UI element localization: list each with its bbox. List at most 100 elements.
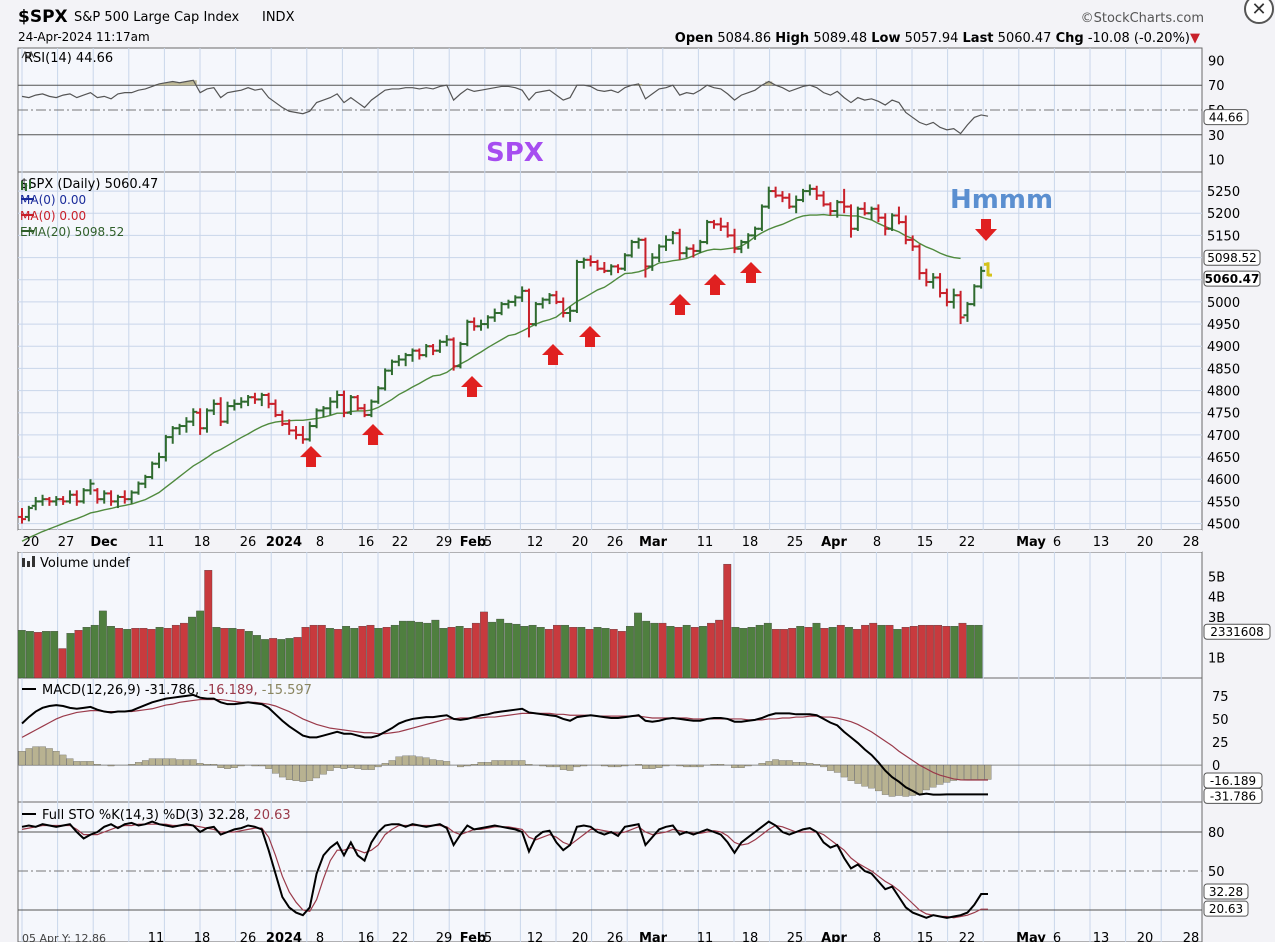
volume-bar [942,626,951,679]
date-label-top: 16 [358,535,375,550]
volume-bar [544,629,553,679]
date-label-top: 25 [787,535,804,550]
macd-histogram-bar [922,764,930,791]
right-axes: 907050301044.665250520051505100505050004… [21,50,1271,919]
macd-histogram-bar [964,764,971,780]
volume-bar [820,628,829,679]
volume-bar [901,627,910,679]
volume-bar [836,624,845,679]
panel-sto-frame [17,801,1203,942]
date-label-bottom: 26 [607,931,624,942]
date-label-top: Apr [821,535,847,550]
volume-bar [107,626,115,679]
price-panel [18,184,1202,542]
date-label-top: 20 [1137,535,1154,550]
volume-bar [885,624,894,679]
chg-value: -10.08 (-0.20%) [1088,31,1190,46]
volume-bar [958,622,967,679]
volume-bar [455,626,464,679]
macd-histogram-bar [484,762,492,766]
macd-histogram-bar [929,764,937,788]
price-legend-line1: $SPX (Daily) 5060.47 [20,177,158,192]
volume-bar [415,621,424,679]
macd-histogram-bar [361,764,368,770]
macd-histogram-bar [148,758,156,766]
volume-chart-icon [22,558,25,567]
date-label-top: May [1016,535,1046,550]
volume-bar [82,627,91,679]
volume-bar [447,627,456,679]
close-icon[interactable]: ✕ [1244,0,1274,24]
ohlc-summary: Open 5084.86 High 5089.48 Low 5057.94 La… [675,31,1200,46]
macd-histogram-bar [970,764,978,780]
volume-bar [593,627,602,679]
macd-histogram-bar [785,760,793,766]
sto-d-value-label: 20.63 [1209,902,1243,916]
volume-bar [520,626,529,679]
volume-bar [634,612,642,679]
date-label-top: 15 [917,535,934,550]
open-label: Open [675,31,713,46]
volume-bar [553,624,561,679]
volume-bar [950,626,959,679]
rsi-tick: 30 [1208,129,1225,144]
macd-histogram-bar [710,764,718,766]
macd-histogram-bar [600,764,608,767]
volume-bar [115,628,123,679]
macd-histogram-bar [635,764,642,766]
macd-histogram-bar [333,764,341,768]
macd-histogram-bar [278,764,286,778]
macd-histogram-bar [683,764,690,768]
macd-histogram-bar [477,762,485,766]
macd-tick: 0 [1212,759,1220,774]
date-label-bottom: Apr [821,931,847,942]
exchange-label: INDX [262,10,295,25]
volume-bar [350,628,359,679]
macd-legend: MACD(12,26,9) -31.786, -16.189, -15.597 [42,683,312,698]
volume-bar [66,633,75,679]
volume-bar [763,622,772,679]
macd-histogram-bar [648,764,656,769]
macd-histogram-bar [292,764,300,781]
volume-bar [463,628,472,679]
price-tick: 5200 [1207,207,1240,222]
macd-histogram-bar [525,764,533,766]
chg-down-arrow-icon: ▼ [1190,31,1200,46]
volume-panel [17,556,983,679]
macd-histogram-bar [457,764,464,768]
macd-histogram-bar [52,751,60,766]
volume-bar [674,627,683,679]
down-arrow-icon [975,219,997,241]
macd-histogram-bar [422,757,430,766]
macd-histogram-bar [224,764,231,769]
date-label-bottom: May [1016,931,1046,942]
macd-histogram-bar [950,764,958,781]
date-label-bottom: 8 [873,931,881,942]
macd-histogram-bar [505,760,512,766]
date-label-top: 26 [607,535,624,550]
macd-histogram-bar [984,764,992,780]
volume-bar [50,631,59,679]
macd-histogram-bar [203,764,211,766]
date-label-bottom: 13 [1093,931,1110,942]
volume-bar [804,627,813,679]
macd-histogram-bar [868,764,875,789]
volume-bar [439,628,448,679]
date-label-bottom: 8 [316,931,324,942]
macd-histogram-bar [875,764,882,792]
annotation-spx: SPX [486,138,544,168]
volume-bar [42,631,50,679]
macd-histogram-bar [32,746,40,766]
macd-histogram-bar [162,758,170,766]
volume-bar [366,624,375,679]
macd-histogram-bar [573,764,581,768]
stochastic-panel [18,813,1202,919]
volume-bar [715,619,724,679]
date-label-top: 11 [697,535,714,550]
volume-bar [926,624,934,679]
macd-histogram-bar [566,764,574,771]
volume-bar [398,620,407,679]
volume-bar [228,628,237,679]
